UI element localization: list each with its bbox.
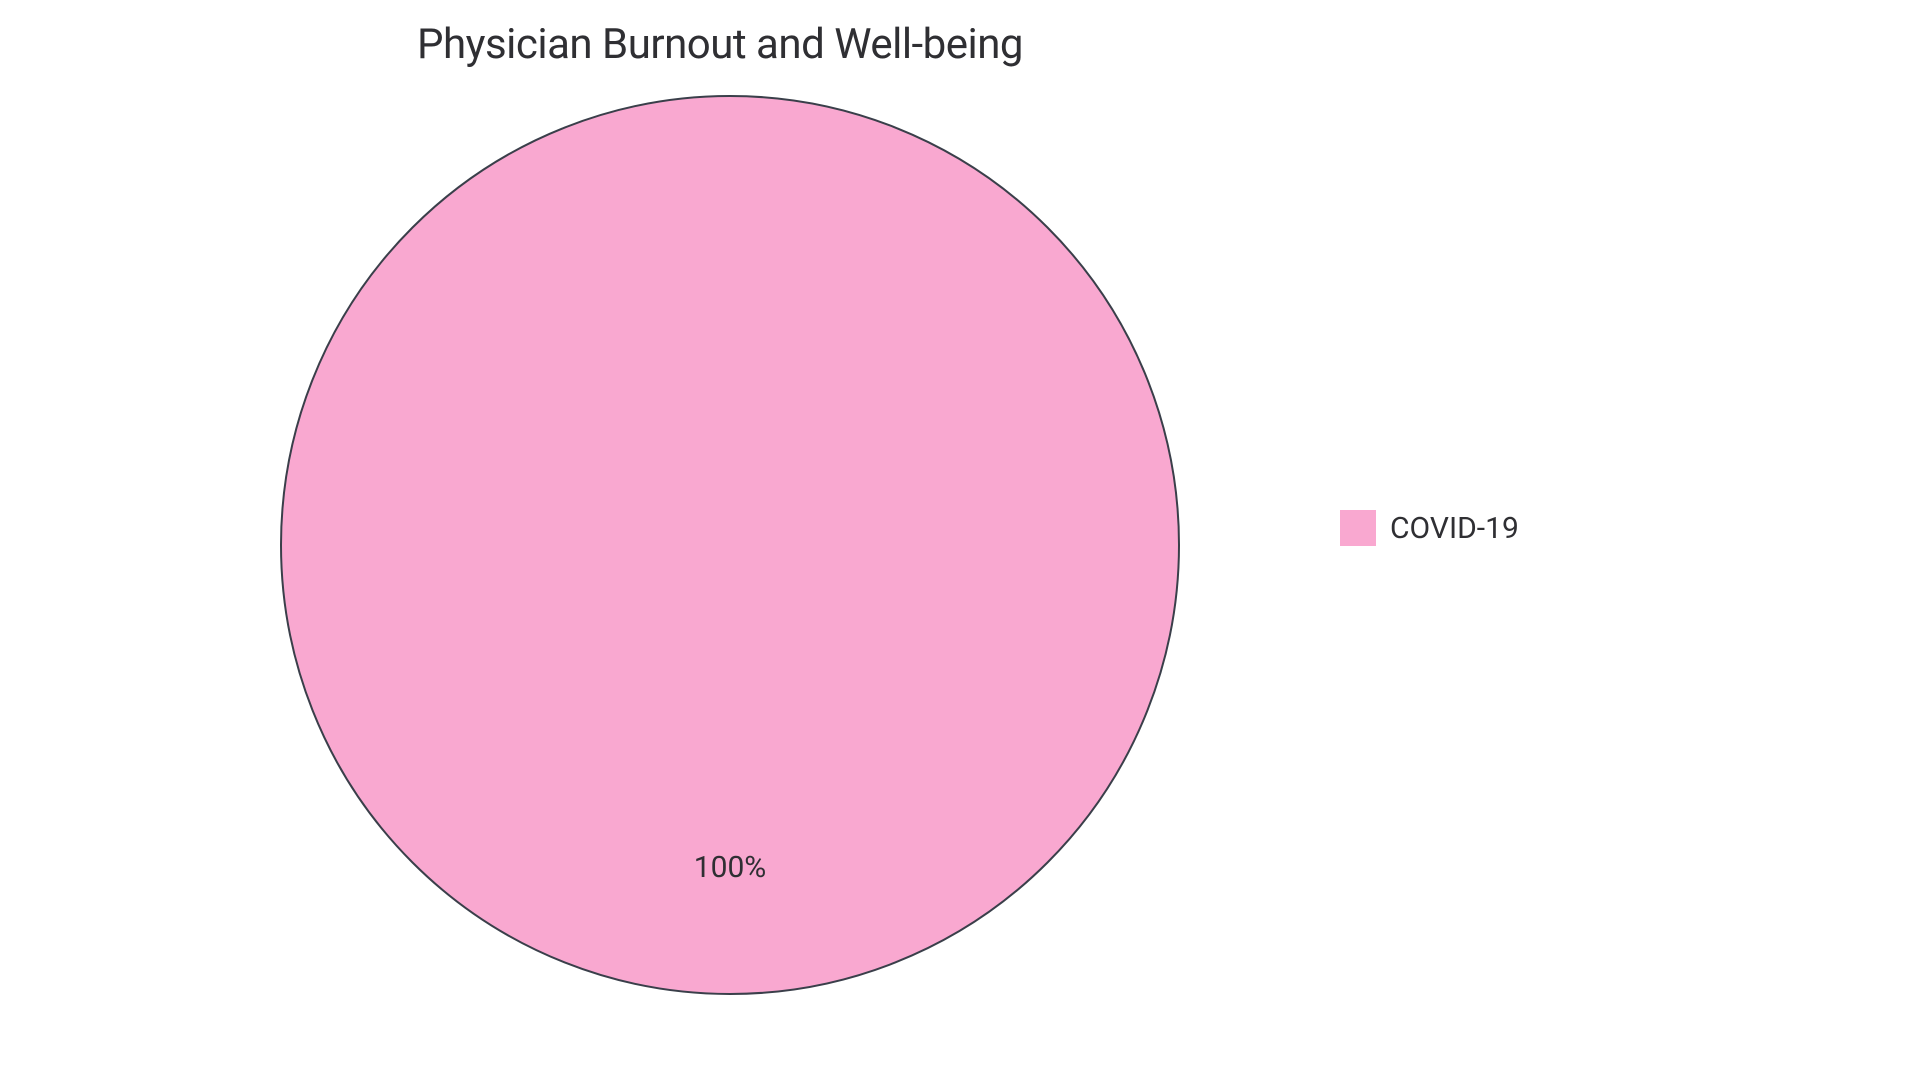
pie-wrap: 100% — [280, 95, 1180, 995]
legend-label-0: COVID-19 — [1390, 511, 1519, 546]
pie-slice-0-percent: 100% — [694, 850, 767, 885]
chart-title: Physician Burnout and Well-being — [0, 20, 1440, 69]
legend-swatch-0 — [1340, 510, 1376, 546]
legend: COVID-19 — [1340, 510, 1519, 546]
chart-container: Physician Burnout and Well-being 100% CO… — [0, 0, 1920, 1080]
